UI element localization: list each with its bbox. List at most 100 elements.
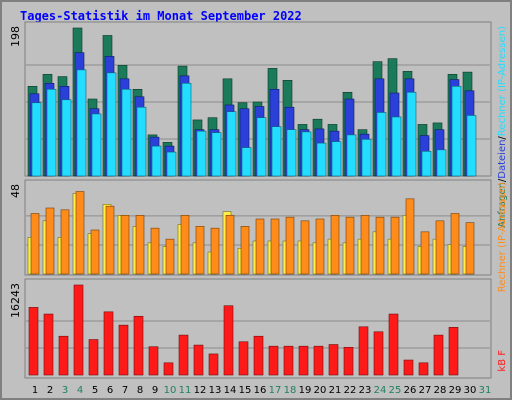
x-tick-label-day-17: 17	[269, 385, 282, 396]
bar-kb-day-28	[433, 334, 444, 376]
x-tick-label-day-29: 29	[449, 385, 462, 396]
bar-rechner-ip-adressen--day-9	[150, 227, 160, 275]
legend-panel-1: Anfragen/Dateien/Rechner (IP-Adressen)	[497, 26, 508, 228]
x-tick-label-day-3: 3	[62, 385, 68, 396]
x-tick-label-day-27: 27	[419, 385, 432, 396]
x-tick-label-day-25: 25	[389, 385, 402, 396]
bar-rechner-ip-adressen--day-26	[406, 91, 417, 177]
x-tick-label-day-2: 2	[47, 385, 53, 396]
x-tick-label-day-22: 22	[344, 385, 357, 396]
bar-rechner-ip-adressen--day-13	[211, 132, 222, 177]
chart-title: Tages-Statistik im Monat September 2022	[20, 9, 302, 23]
x-tick-label-day-14: 14	[224, 385, 237, 396]
bar-kb-day-24	[373, 331, 384, 376]
x-tick-label-day-11: 11	[179, 385, 192, 396]
x-tick-label-day-19: 19	[299, 385, 312, 396]
bar-kb-day-6	[103, 311, 114, 376]
bar-rechner-ip-adressen--day-7	[120, 215, 130, 275]
bar-rechner-ip-adressen--day-27	[420, 231, 430, 275]
x-tick-label-day-9: 9	[152, 385, 158, 396]
x-tick-label-day-16: 16	[254, 385, 267, 396]
bar-rechner-ip-adressen--day-29	[451, 86, 462, 177]
x-tick-label-day-6: 6	[107, 385, 113, 396]
bar-rechner-ip-adressen--day-25	[390, 216, 400, 275]
bar-kb-day-3	[58, 335, 69, 376]
bar-rechner-ip-adressen--day-20	[315, 218, 325, 275]
bar-kb-day-20	[313, 345, 324, 376]
bar-rechner-ip-adressen--day-20	[316, 142, 327, 177]
bar-rechner-ip-adressen--day-19	[300, 220, 310, 275]
bar-kb-day-29	[448, 327, 459, 376]
bar-rechner-ip-adressen--day-6	[106, 72, 117, 177]
bar-rechner-ip-adressen--day-24	[375, 216, 385, 275]
bar-rechner-ip-adressen--day-5	[90, 229, 100, 275]
x-tick-label-day-1: 1	[32, 385, 38, 396]
bar-rechner-ip-adressen--day-1	[31, 102, 42, 177]
bar-kb-day-27	[418, 362, 429, 376]
bar-rechner-ip-adressen--day-3	[61, 99, 72, 177]
bar-kb-day-23	[358, 326, 369, 376]
bar-rechner-ip-adressen--day-16	[255, 218, 265, 275]
x-tick-label-day-23: 23	[359, 385, 372, 396]
bar-kb-day-13	[208, 353, 219, 376]
bar-rechner-ip-adressen--day-12	[196, 130, 207, 177]
x-tick-label-day-26: 26	[404, 385, 417, 396]
bar-rechner-ip-adressen--day-30	[466, 115, 477, 177]
bar-rechner-ip-adressen--day-8	[136, 106, 147, 177]
bar-kb-day-22	[343, 346, 354, 376]
bar-rechner-ip-adressen--day-25	[391, 116, 402, 177]
x-tick-label-day-13: 13	[209, 385, 222, 396]
bar-kb-day-1	[28, 307, 39, 376]
bar-rechner-ip-adressen--day-11	[181, 83, 192, 177]
x-tick-label-day-18: 18	[284, 385, 297, 396]
bar-kb-day-10	[163, 362, 174, 376]
bar-rechner-ip-adressen--day-10	[166, 151, 177, 177]
x-tick-label-day-30: 30	[464, 385, 477, 396]
bar-rechner-ip-adressen--day-22	[345, 216, 355, 275]
x-tick-label-day-28: 28	[434, 385, 447, 396]
legend-part: /	[497, 136, 508, 140]
bar-kb-day-5	[88, 339, 99, 376]
bar-rechner-ip-adressen--day-15	[240, 226, 250, 275]
legend-part: /	[497, 178, 508, 182]
bar-rechner-ip-adressen--day-29	[450, 213, 460, 275]
bar-kb-day-9	[148, 346, 159, 376]
bar-rechner-ip-adressen--day-18	[286, 129, 297, 177]
y-max-label-panel-2: 48	[9, 184, 22, 198]
bar-kb-day-19	[298, 345, 309, 376]
legend-part: Anfragen	[497, 182, 508, 228]
x-tick-label-day-15: 15	[239, 385, 252, 396]
bar-kb-day-25	[388, 313, 399, 376]
bar-kb-day-8	[133, 315, 144, 376]
bar-rechner-ip-adressen--day-2	[46, 88, 57, 177]
bar-kb-day-2	[43, 313, 54, 376]
bar-rechner-ip-adressen--day-22	[346, 134, 357, 177]
bar-kb-day-4	[73, 284, 84, 376]
bar-rechner-ip-adressen--day-28	[435, 220, 445, 275]
bar-rechner-ip-adressen--day-16	[256, 117, 267, 177]
x-tick-label-day-24: 24	[374, 385, 387, 396]
bar-kb-day-18	[283, 345, 294, 376]
bar-rechner-ip-adressen--day-24	[376, 112, 387, 177]
x-tick-label-day-21: 21	[329, 385, 342, 396]
bar-rechner-ip-adressen--day-3	[60, 209, 70, 275]
bar-rechner-ip-adressen--day-11	[180, 215, 190, 275]
bar-rechner-ip-adressen--day-4	[76, 69, 87, 177]
bar-kb-day-11	[178, 334, 189, 376]
bar-rechner-ip-adressen--day-27	[421, 151, 432, 177]
bar-rechner-ip-adressen--day-7	[121, 88, 132, 177]
bar-rechner-ip-adressen--day-5	[91, 113, 102, 177]
bar-rechner-ip-adressen--day-23	[361, 139, 372, 177]
y-max-label-panel-3: 16243	[9, 283, 22, 318]
x-tick-label-day-4: 4	[77, 385, 83, 396]
bar-kb-day-7	[118, 324, 129, 376]
bar-rechner-ip-adressen--day-8	[135, 215, 145, 275]
bar-rechner-ip-adressen--day-10	[165, 238, 175, 275]
bar-rechner-ip-adressen--day-18	[285, 216, 295, 275]
bar-rechner-ip-adressen--day-2	[45, 207, 55, 275]
bar-rechner-ip-adressen--day-30	[465, 222, 475, 275]
bar-rechner-ip-adressen--day-19	[301, 131, 312, 177]
bar-rechner-ip-adressen--day-26	[405, 198, 415, 275]
bar-rechner-ip-adressen--day-6	[105, 205, 115, 275]
